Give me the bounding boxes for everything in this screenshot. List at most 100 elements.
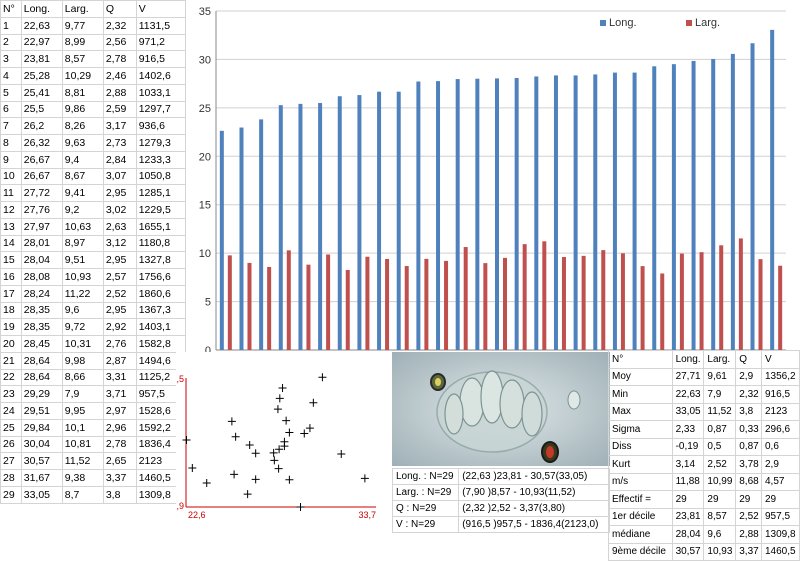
stats-cell: 0,6: [761, 437, 800, 456]
bar-larg: [326, 254, 331, 350]
stats-cell: 1309,8: [761, 525, 800, 544]
table-cell: 9,98: [61, 351, 104, 370]
table-cell: 14: [0, 234, 22, 253]
bar-long: [239, 127, 244, 351]
scatter-point: [230, 470, 239, 479]
range-row: Long. : N=29 (22,63 )23,81 - 30,57(33,05): [391, 468, 610, 485]
table-cell: 9,41: [61, 184, 104, 202]
stats-row: m/s 11,88 10,99 8,68 4,57: [608, 472, 800, 491]
scatter-point: [285, 475, 294, 484]
spore-image: [392, 352, 610, 466]
table-cell: 5: [0, 83, 22, 102]
scatter-point: [202, 478, 211, 487]
table-header-row: N° Long. Larg. Q V: [608, 350, 800, 369]
scatter-point: [278, 384, 287, 393]
bar-larg: [267, 266, 272, 350]
bar-larg: [660, 273, 665, 350]
stats-cell: 30,57: [671, 542, 705, 561]
bar-long: [593, 74, 598, 350]
table-cell: 22: [0, 368, 22, 387]
table-cell: 8,26: [61, 117, 104, 135]
bar-chart-pane: 0 5 10 15 20 25 30 35 Long. Larg.: [186, 0, 800, 352]
y-tick-label: 35: [199, 6, 211, 18]
header-cell: Q: [735, 350, 762, 369]
table-cell: 1033,1: [135, 83, 187, 102]
stats-cell: 3,37: [735, 542, 762, 561]
table-cell: 2,78: [102, 50, 137, 68]
table-cell: 30,57: [20, 452, 63, 470]
table-cell: 11: [0, 184, 22, 202]
y-tick-label: 25: [199, 103, 211, 115]
table-cell: 26: [0, 435, 22, 454]
scatter-point: [273, 405, 282, 414]
table-cell: 916,5: [135, 50, 187, 68]
legend-label: Long.: [609, 17, 637, 29]
bar-long: [711, 59, 716, 351]
header-cell: Q: [102, 0, 137, 18]
stats-cell: 29: [703, 490, 737, 509]
stats-cell: 28,04: [671, 525, 705, 544]
table-cell: 28: [0, 469, 22, 487]
ranges-body: Long. : N=29 (22,63 )23,81 - 30,57(33,05)…: [391, 468, 610, 533]
range-value: (7,90 )8,57 - 10,93(11,52): [458, 484, 610, 501]
bar-larg: [247, 262, 252, 350]
stats-cell: m/s: [608, 472, 673, 491]
table-cell: 27,97: [20, 217, 63, 236]
table-cell: 8,97: [61, 234, 104, 253]
table-cell: 1403,1: [135, 318, 187, 336]
stats-cell: 27,71: [671, 367, 705, 386]
stats-cell: 2,32: [735, 385, 762, 404]
table-row: 15 28,04 9,51 2,95 1327,8: [0, 251, 187, 269]
stats-cell: 8,68: [735, 472, 762, 491]
table-cell: 9,38: [61, 469, 104, 487]
table-cell: 26,67: [20, 150, 63, 169]
range-label: Larg. : N=29: [391, 484, 460, 501]
y-tick-label: 11,5: [176, 374, 184, 384]
stats-cell: 11,52: [703, 402, 737, 421]
stats-cell: 1356,2: [761, 367, 800, 386]
bar-long: [632, 72, 637, 351]
table-cell: 1367,3: [135, 301, 187, 320]
stats-row: Max 33,05 11,52 3,8 2123: [608, 402, 800, 421]
table-cell: 28,01: [20, 234, 63, 253]
scatter-point: [274, 464, 283, 473]
bar-larg: [385, 258, 390, 350]
table-cell: 29,84: [20, 418, 63, 437]
table-cell: 31,67: [20, 469, 63, 487]
stats-row: médiane 28,04 9,6 2,88 1309,8: [608, 525, 800, 544]
table-cell: 7,9: [61, 385, 104, 403]
header-cell: Larg.: [61, 0, 104, 18]
table-cell: 28,64: [20, 368, 63, 387]
table-cell: 9,6: [61, 301, 104, 320]
stats-row: Min 22,63 7,9 2,32 916,5: [608, 385, 800, 404]
table-cell: 936,6: [135, 117, 187, 135]
range-label: Long. : N=29: [391, 468, 460, 485]
bar-larg: [503, 257, 507, 350]
stats-cell: Moy: [608, 367, 673, 386]
scatter-point: [318, 373, 327, 382]
table-row: 10 26,67 8,67 3,07 1050,8: [0, 167, 187, 186]
table-cell: 3,37: [102, 469, 137, 487]
table-cell: 22,63: [20, 16, 63, 35]
stats-cell: 2,52: [735, 507, 762, 526]
bar-larg: [561, 257, 566, 350]
bar-long: [671, 64, 676, 351]
table-cell: 1327,8: [135, 251, 187, 269]
scatter-point: [305, 424, 314, 433]
stats-row: Diss -0,19 0,5 0,87 0,6: [608, 437, 800, 456]
table-cell: 2,92: [102, 318, 137, 336]
table-row: 22 28,64 8,66 3,31 1125,2: [0, 368, 187, 387]
scatter-point: [275, 445, 284, 454]
microscope-photo: [392, 352, 610, 466]
scatter-plot: 11,5 7,9 22,6 33,7: [176, 373, 376, 520]
stats-cell: Effectif =: [608, 490, 673, 509]
table-cell: 2,78: [102, 435, 137, 454]
table-cell: 20: [0, 335, 22, 353]
table-cell: 2,59: [102, 100, 137, 119]
measurements-table: N° Long. Larg. Q V 1 22,63 9,77 2,32 1131,5 2…: [0, 0, 187, 504]
bar-larg: [286, 250, 291, 350]
table-cell: 28,04: [20, 251, 63, 269]
stats-cell: 1er décile: [608, 507, 673, 526]
stats-cell: 957,5: [761, 507, 800, 526]
table-cell: 9,77: [61, 16, 104, 35]
